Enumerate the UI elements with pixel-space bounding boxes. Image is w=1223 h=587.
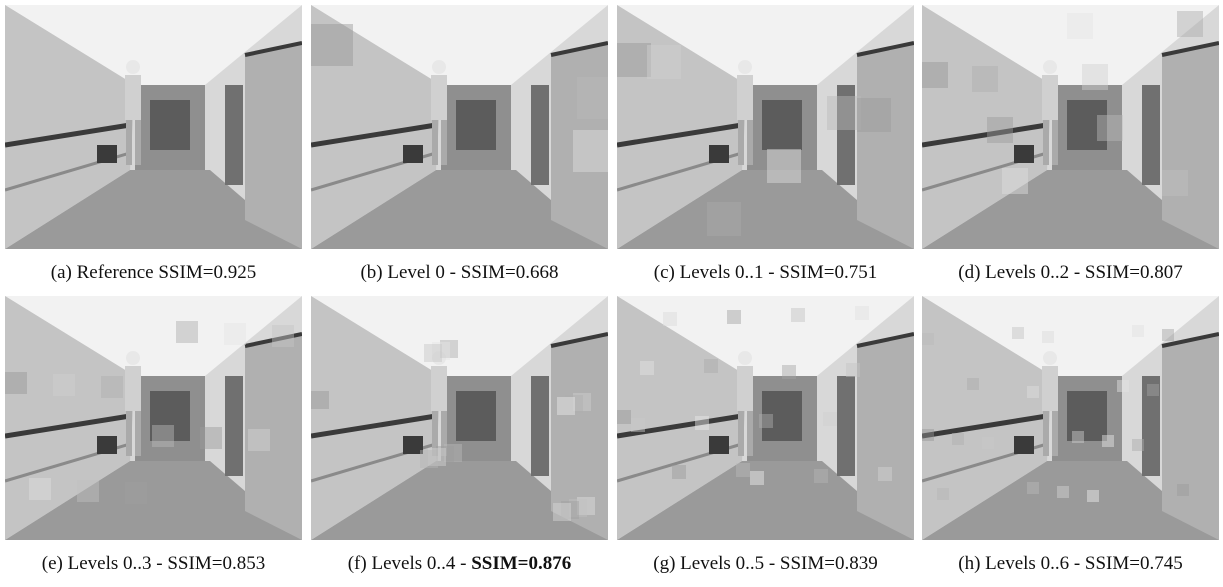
caption-ssim: 0.745	[1139, 553, 1183, 574]
caption-ssim: 0.925	[213, 262, 257, 283]
corridor-image	[617, 296, 914, 540]
caption: (a) Reference SSIM=0.925	[0, 262, 308, 284]
caption-ssim: 0.853	[222, 553, 266, 574]
corridor-image	[311, 296, 608, 540]
caption: (b) Level 0 - SSIM=0.668	[305, 262, 614, 284]
caption-label: (b)	[360, 262, 383, 283]
caption-text: Levels 0..5 - SSIM=	[680, 553, 835, 574]
corridor-image	[311, 5, 608, 249]
caption: (d) Levels 0..2 - SSIM=0.807	[916, 262, 1223, 284]
caption: (c) Levels 0..1 - SSIM=0.751	[611, 262, 920, 284]
corridor-image	[5, 296, 302, 540]
caption: (e) Levels 0..3 - SSIM=0.853	[0, 553, 308, 575]
caption: (f) Levels 0..4 - SSIM=0.876	[305, 553, 614, 575]
caption: (g) Levels 0..5 - SSIM=0.839	[611, 553, 920, 575]
corridor-image	[617, 5, 914, 249]
caption-text: Level 0 - SSIM=	[387, 262, 516, 283]
caption-ssim: 0.668	[515, 262, 559, 283]
caption-label: (d)	[958, 262, 981, 283]
corridor-image	[5, 5, 302, 249]
caption-label: (c)	[653, 262, 675, 283]
caption-text: Levels 0..1 - SSIM=	[679, 262, 835, 283]
caption-label: (a)	[50, 262, 72, 283]
caption-text: Levels 0..4 -	[371, 553, 472, 574]
caption-text: Levels 0..2 - SSIM=	[985, 262, 1140, 283]
caption-label: (f)	[347, 553, 367, 574]
caption: (h) Levels 0..6 - SSIM=0.745	[916, 553, 1223, 575]
caption-ssim: 0.807	[1139, 262, 1183, 283]
caption-ssim: 0.839	[834, 553, 878, 574]
corridor-image	[922, 296, 1219, 540]
corridor-image	[922, 5, 1219, 249]
caption-ssim-best: SSIM=0.876	[471, 553, 572, 574]
caption-text: Reference SSIM=	[76, 262, 214, 283]
caption-label: (g)	[653, 553, 676, 574]
caption-label: (h)	[958, 553, 981, 574]
caption-label: (e)	[41, 553, 63, 574]
caption-text: Levels 0..3 - SSIM=	[67, 553, 223, 574]
caption-text: Levels 0..6 - SSIM=	[985, 553, 1140, 574]
caption-ssim: 0.751	[834, 262, 878, 283]
figure-grid: (a) Reference SSIM=0.925 (b) Level 0 - S…	[5, 5, 1219, 585]
